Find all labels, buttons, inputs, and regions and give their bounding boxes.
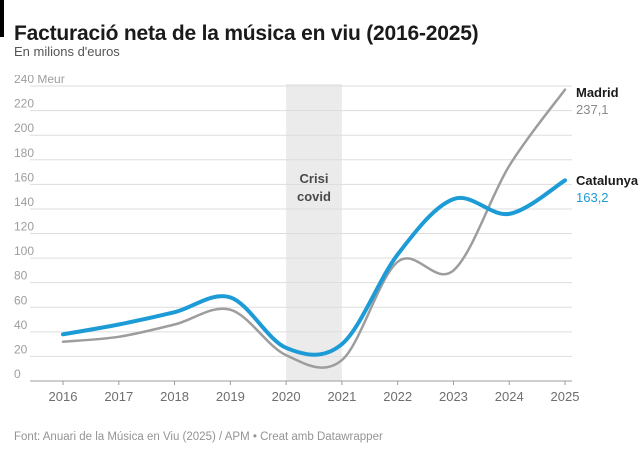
svg-text:80: 80 [14,269,28,283]
page-title: Facturació neta de la música en viu (201… [14,22,479,46]
svg-text:220: 220 [14,97,34,111]
series-label-catalunya: Catalunya [576,173,639,188]
svg-text:2016: 2016 [49,389,78,404]
svg-text:2024: 2024 [495,389,524,404]
svg-text:2017: 2017 [104,389,133,404]
svg-text:160: 160 [14,170,34,184]
svg-text:40: 40 [14,318,28,332]
series-value-catalunya: 163,2 [576,190,609,205]
svg-text:2018: 2018 [160,389,189,404]
chart-canvas: 0 20 40 60 80 100 120 140 160 180 200 220 240 Meur 20… [14,75,580,404]
series-label-madrid: Madrid [576,85,619,100]
series-value-madrid: 237,1 [576,102,609,117]
svg-text:100: 100 [14,244,34,258]
svg-text:140: 140 [14,195,34,209]
svg-text:2025: 2025 [551,389,580,404]
svg-text:200: 200 [14,121,34,135]
svg-text:2019: 2019 [216,389,245,404]
svg-text:0: 0 [14,367,21,381]
svg-text:180: 180 [14,146,34,160]
svg-text:2023: 2023 [439,389,468,404]
svg-text:2020: 2020 [272,389,301,404]
svg-text:2022: 2022 [383,389,412,404]
svg-text:120: 120 [14,220,34,234]
covid-band-annotation: Crisi covid [297,171,331,205]
line-chart: 0 20 40 60 80 100 120 140 160 180 200 220 240 Meur 20… [0,75,640,420]
source-attribution: Font: Anuari de la Música en Viu (2025) … [14,431,383,443]
svg-text:240 Meur: 240 Meur [14,75,65,86]
svg-text:2021: 2021 [327,389,356,404]
svg-text:20: 20 [14,342,28,356]
brand-accent-bar [0,0,4,37]
svg-text:60: 60 [14,293,28,307]
chart-subtitle: En milions d'euros [14,44,120,59]
